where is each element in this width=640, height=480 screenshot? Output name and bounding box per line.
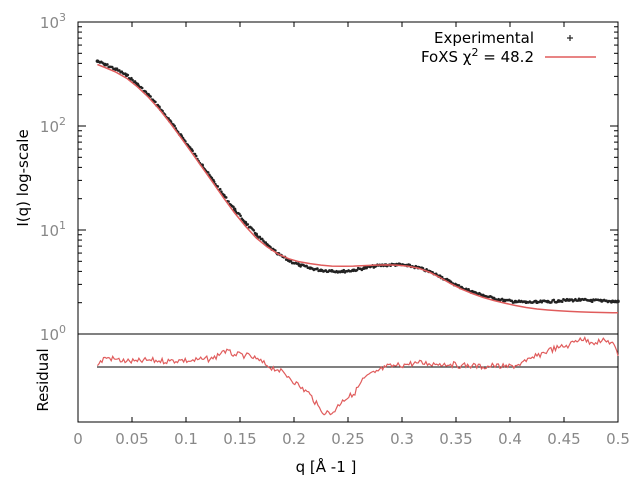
- experimental-point: [191, 149, 194, 153]
- y-axis-ticks: 100 101 102 103: [40, 11, 618, 344]
- experimental-point: [355, 268, 359, 272]
- experimental-point: [550, 301, 553, 304]
- x-tick-label: 0.1: [174, 430, 198, 448]
- experimental-point: [227, 200, 230, 203]
- main-plot-frame: [77, 21, 619, 335]
- residual-plot-frame: [77, 333, 619, 423]
- x-tick-label: 0.05: [115, 430, 148, 448]
- experimental-point: [130, 76, 133, 80]
- residual-axis-title: Residual: [34, 348, 52, 411]
- experimental-point: [342, 268, 346, 272]
- experimental-point: [131, 78, 134, 82]
- experimental-point: [218, 187, 222, 191]
- experimental-point: [243, 220, 248, 225]
- x-axis-ticks: 0 0.05 0.1 0.15 0.2 0.25 0.3 0.35 0.4 0.45 0.5: [73, 22, 630, 448]
- experimental-point: [154, 100, 157, 104]
- y-tick-label: 103: [40, 11, 66, 32]
- foxs-fit-line: [97, 63, 618, 314]
- y-tick-label: 101: [40, 219, 66, 240]
- experimental-point: [224, 196, 228, 199]
- experimental-point: [106, 63, 109, 66]
- y-tick-label: 102: [40, 115, 66, 136]
- experimental-point: [590, 300, 594, 303]
- experimental-point: [232, 205, 235, 209]
- experimental-series: [95, 59, 620, 305]
- x-axis-title: q [Å -1 ]: [296, 457, 357, 476]
- legend-marker-experimental: [567, 35, 573, 41]
- x-tick-label: 0.25: [331, 430, 364, 448]
- experimental-point: [216, 185, 220, 188]
- experimental-point: [246, 223, 250, 226]
- experimental-point: [258, 235, 262, 239]
- experimental-point: [210, 176, 214, 180]
- experimental-point: [289, 259, 293, 263]
- legend: Experimental FoXS χ2 = 48.2: [421, 29, 596, 66]
- residual-line: [96, 335, 619, 416]
- y-tick-label: 100: [40, 323, 66, 344]
- x-tick-label: 0.15: [223, 430, 256, 448]
- x-tick-label: 0.45: [547, 430, 580, 448]
- y-axis-title: I(q) log-scale: [14, 129, 32, 226]
- experimental-point: [457, 284, 461, 287]
- experimental-point: [239, 214, 242, 218]
- experimental-point: [149, 95, 152, 98]
- experimental-point: [552, 298, 556, 302]
- experimental-point: [252, 229, 256, 232]
- x-tick-label: 0: [73, 430, 83, 448]
- x-tick-label: 0.3: [390, 430, 414, 448]
- experimental-point: [616, 299, 620, 304]
- experimental-point: [173, 124, 176, 128]
- experimental-point: [126, 73, 130, 77]
- experimental-point: [206, 171, 210, 174]
- experimental-point: [194, 154, 198, 158]
- experimental-point: [140, 86, 144, 90]
- x-tick-label: 0.5: [606, 430, 630, 448]
- x-tick-label: 0.2: [282, 430, 306, 448]
- experimental-point: [560, 300, 564, 304]
- experimental-point: [408, 263, 412, 267]
- experimental-point: [193, 152, 197, 156]
- experimental-point: [467, 288, 470, 291]
- legend-label-experimental: Experimental: [434, 29, 534, 47]
- experimental-point: [220, 190, 223, 194]
- legend-label-foxs: FoXS χ2 = 48.2: [421, 46, 534, 66]
- experimental-point: [316, 267, 319, 270]
- experimental-point: [232, 207, 237, 212]
- experimental-point: [500, 297, 504, 301]
- x-tick-label: 0.35: [439, 430, 472, 448]
- experimental-point: [144, 90, 148, 93]
- x-tick-label: 0.4: [498, 430, 522, 448]
